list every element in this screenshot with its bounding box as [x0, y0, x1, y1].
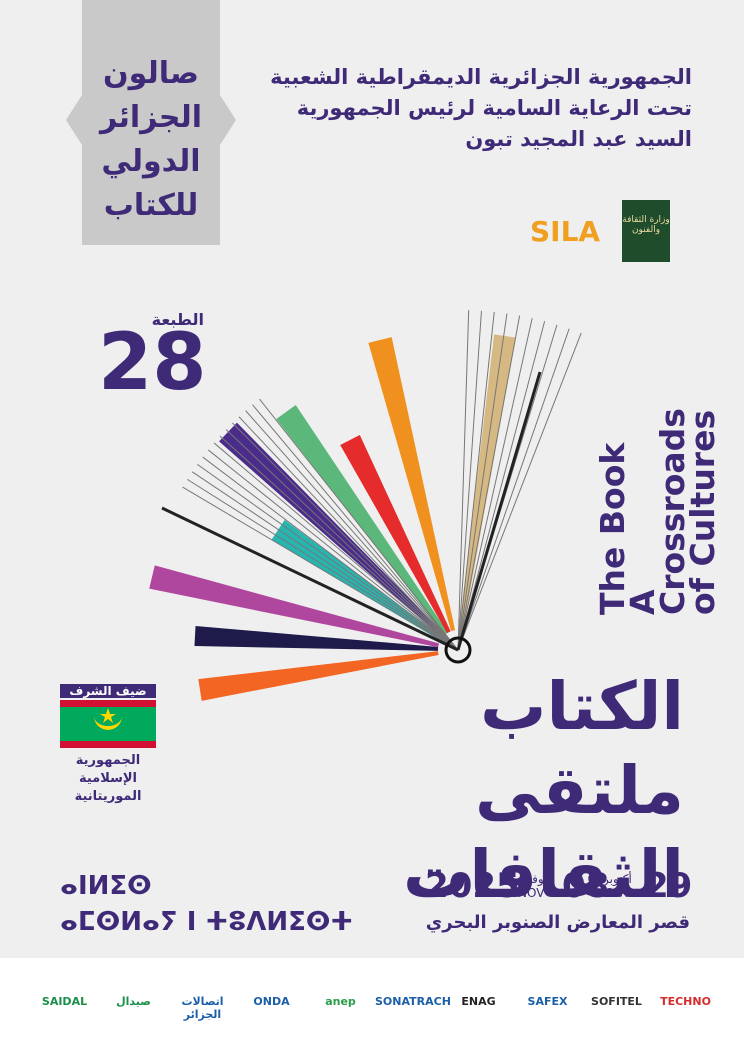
header-line: تحت الرعاية السامية لرئيس الجمهورية [296, 96, 692, 120]
month-en: OCT [604, 886, 630, 900]
country-line: الجمهورية [75, 753, 141, 768]
slogan-line: of Cultures [683, 409, 722, 615]
country-line: الموريتانية [74, 789, 142, 804]
fan-ray [245, 410, 459, 651]
fan-ray [458, 334, 516, 631]
fan-ray [368, 337, 456, 632]
month-ar: أكتوبر [603, 872, 632, 886]
fan-ray [194, 626, 439, 651]
fan-ray [219, 435, 459, 651]
book-fan [149, 310, 582, 701]
year: 2025 [425, 866, 520, 906]
sponsor-logo: صيدال [116, 995, 151, 1008]
theme: الكتاب ملتقى الثقافات [264, 665, 684, 917]
edition-number: 28 [98, 318, 207, 408]
sponsor-logo: SAFEX [527, 995, 568, 1008]
fan-ray [457, 332, 582, 651]
sponsor-logo: SAIDAL [41, 995, 88, 1008]
sila-logo: SILA [530, 215, 601, 248]
header-line: الجمهورية الجزائرية الديمقراطية الشعبية [270, 65, 692, 89]
ministry-logo [622, 200, 670, 262]
sponsor-logo: SOFITEL [591, 995, 642, 1008]
slogan-line: The Book [593, 442, 632, 615]
fan-ray [197, 463, 459, 651]
fan-ray [457, 318, 533, 651]
country-line: الإسلامية [78, 771, 138, 786]
fan-ray [232, 422, 459, 651]
banner-line: الجزائر [99, 100, 203, 135]
fan-ray [457, 310, 482, 651]
slogan-line: A Crossroads [623, 408, 692, 615]
sponsors: SAIDAL صيدال اتصالات الجزائر ONDA anep SONATR… [30, 985, 720, 1025]
slogan: The Book A Crossroads of Cultures [593, 385, 722, 615]
fan-ray [276, 404, 448, 635]
fan-ray [457, 328, 570, 651]
guest-label: ضيف الشرف [60, 684, 156, 698]
tifinagh-line: ⴰⵏⵍⵉⵙ [60, 871, 152, 901]
banner-shape [66, 0, 236, 245]
guest-country: الجمهورية الإسلامية الموريتانية [55, 752, 161, 806]
sponsor-logo: ONDA [253, 995, 290, 1008]
fan-ray [198, 651, 439, 701]
fan-ray [457, 311, 495, 651]
sponsor-logo: SONATRACH [375, 995, 451, 1008]
book-spine [444, 636, 472, 664]
ministry-text: وزارة الثقافة والفنون [622, 215, 670, 235]
fan-ray [213, 442, 459, 651]
fan-ray [149, 565, 440, 648]
start-day: 29 [645, 866, 693, 906]
fan-ray [161, 506, 459, 652]
edition-label: الطبعة [151, 310, 204, 329]
tifinagh-line: ⴰⵎⵙⵍⴰⵢ ⵏ ⵜⵓⴷⵍⵉⵙⵜ [60, 907, 354, 937]
sponsor-logo: اتصالات الجزائر [181, 995, 224, 1021]
fan-ray [238, 416, 459, 651]
banner-line: صالون [103, 56, 199, 91]
end-day: 08 [562, 866, 610, 906]
sponsor-band [0, 958, 744, 1053]
tifinagh: ⴰⵏⵍⵉⵙ ⴰⵎⵙⵍⴰⵢ ⵏ ⵜⵓⴷⵍⵉⵙⵜ [60, 868, 353, 940]
start-month: أكتوبر OCT [603, 872, 632, 900]
fan-ray [225, 429, 459, 651]
fan-ray [187, 478, 459, 651]
fan-ray [252, 404, 459, 651]
sponsor-logo: ENAG [461, 995, 496, 1008]
fan-ray [259, 398, 459, 651]
fan-ray [202, 456, 459, 651]
sponsor-logo: anep [325, 995, 356, 1008]
banner-text: صالون الجزائر الدولي للكتاب [82, 52, 220, 228]
sponsor-logo: TECHNO [660, 995, 711, 1008]
fan-ray [182, 486, 459, 651]
banner-line: الدولي [101, 144, 201, 179]
end-month: نوفمبر NOV [515, 872, 547, 900]
fan-ray [457, 310, 470, 651]
fan-ray [207, 449, 459, 651]
header-line: السيد عبد المجيد تبون [465, 127, 692, 151]
theme-line: ملتقى الثقافات [403, 752, 684, 913]
fan-ray [457, 321, 546, 651]
banner-line: للكتاب [103, 188, 199, 223]
header: الجمهورية الجزائرية الديمقراطية الشعبية … [232, 62, 692, 155]
venue: قصر المعارض الصنوبر البحري [425, 912, 690, 933]
theme-line: الكتاب [480, 668, 684, 745]
fan-ray [457, 315, 521, 651]
fan-ray [191, 471, 459, 651]
flag [60, 700, 156, 748]
month-ar: نوفمبر [515, 872, 548, 886]
fan-ray [456, 371, 542, 651]
fan-ray [457, 313, 508, 651]
month-en: NOV [518, 886, 545, 900]
fan-ray [340, 434, 451, 634]
